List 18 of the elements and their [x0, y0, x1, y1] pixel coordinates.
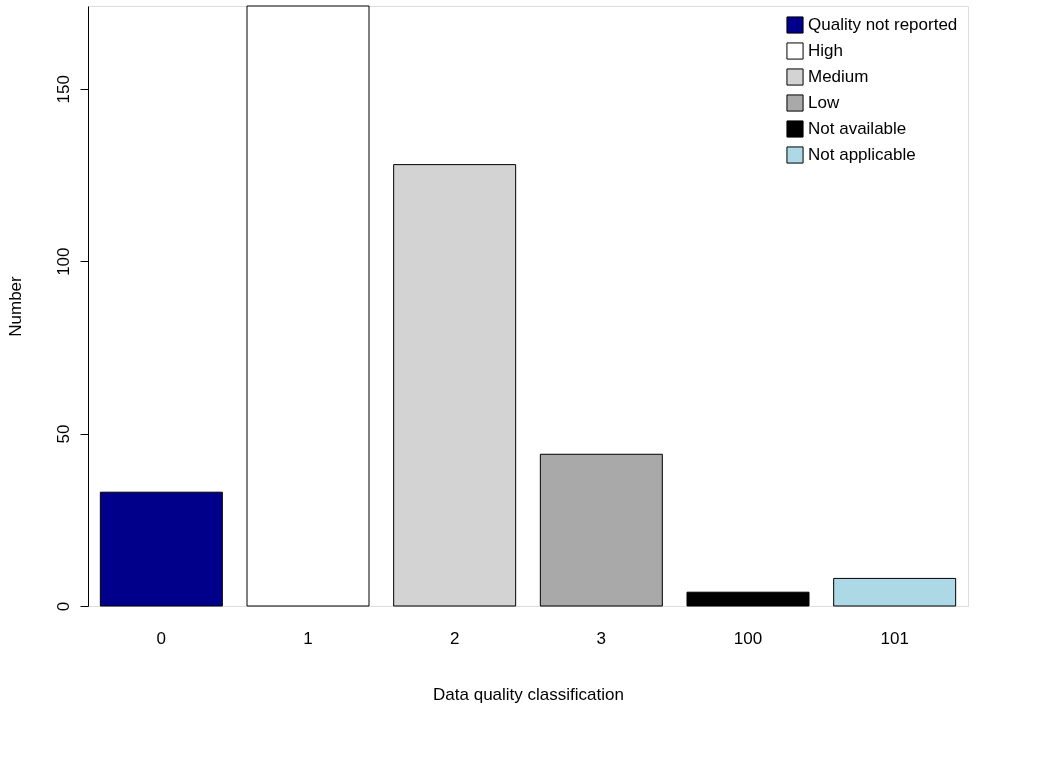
legend-label: Low: [808, 93, 840, 112]
legend-label: Not available: [808, 119, 907, 138]
legend-label: Quality not reported: [808, 15, 958, 34]
y-tick-label: 150: [53, 75, 73, 104]
legend-label: Not applicable: [808, 145, 916, 164]
legend-label: High: [808, 41, 843, 60]
x-tick-label: 1: [303, 628, 313, 648]
x-tick-label: 2: [449, 628, 460, 648]
y-axis-title: Number: [5, 275, 25, 337]
legend-label: Medium: [808, 67, 869, 86]
x-tick-label: 101: [880, 628, 909, 648]
y-tick-label: 50: [53, 424, 73, 444]
y-tick-label: 100: [53, 247, 73, 276]
x-axis-title: Data quality classification: [433, 684, 624, 704]
y-tick-label: 0: [53, 601, 73, 612]
x-tick-label: 100: [733, 628, 763, 648]
x-tick-label: 0: [156, 628, 167, 648]
x-tick-label: 3: [596, 628, 607, 648]
